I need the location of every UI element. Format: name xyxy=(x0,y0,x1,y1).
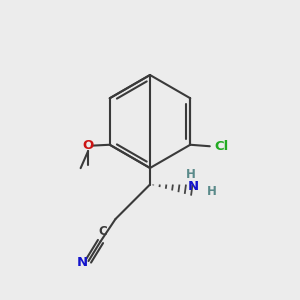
Text: N: N xyxy=(76,256,88,269)
Text: Cl: Cl xyxy=(214,140,229,153)
Text: O: O xyxy=(82,139,94,152)
Text: H: H xyxy=(207,184,216,198)
Text: N: N xyxy=(188,180,199,194)
Text: H: H xyxy=(186,168,195,182)
Text: C: C xyxy=(98,225,107,239)
